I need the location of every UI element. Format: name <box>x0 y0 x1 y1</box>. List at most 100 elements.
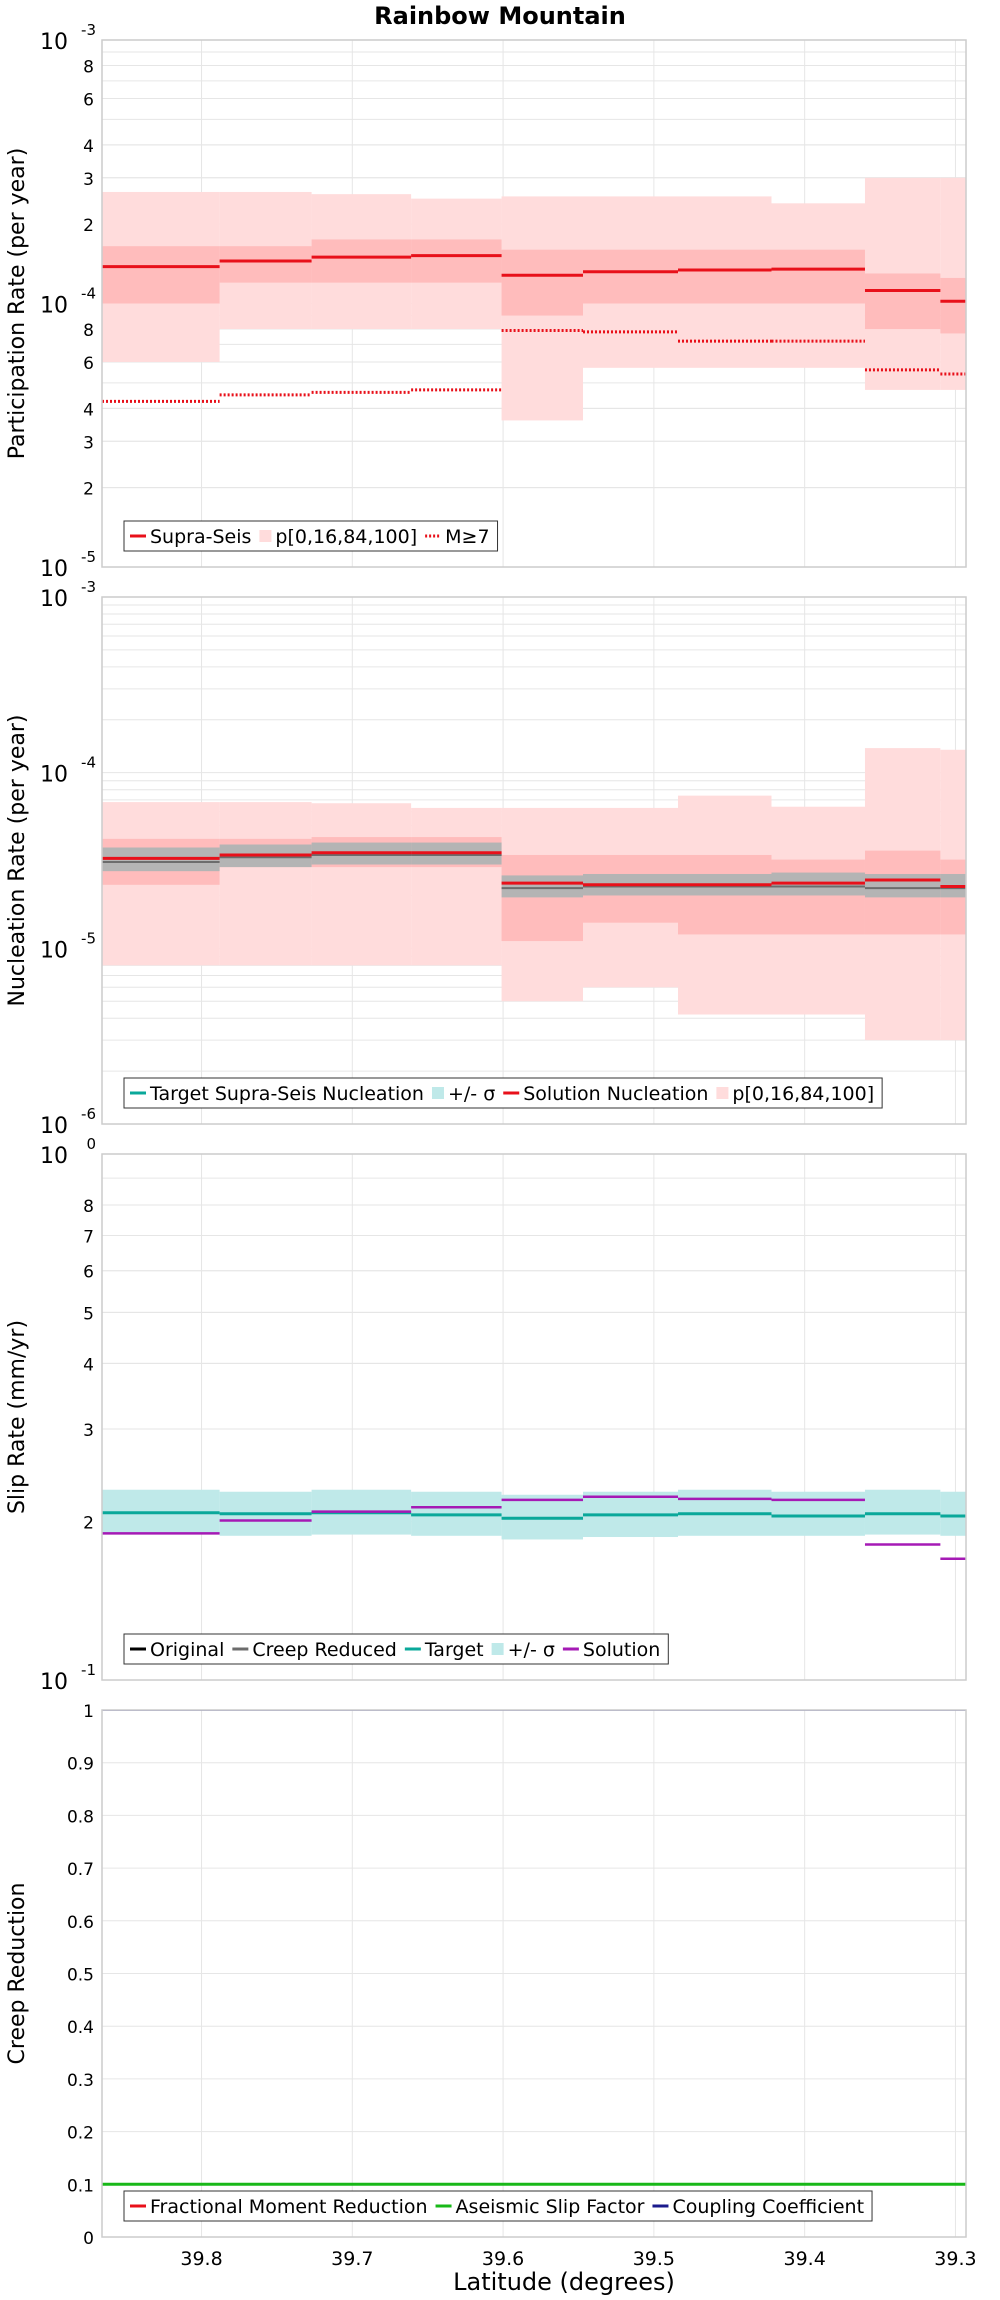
grid-slip <box>102 1153 966 1681</box>
y-tick-label: 10 <box>40 294 68 319</box>
y-tick-label: 7 <box>83 1227 94 1247</box>
x-tick-label: 39.7 <box>331 2248 373 2270</box>
legend-label: Supra-Seis <box>150 526 251 548</box>
chart-panel-nucleation: 10 -6 10 -5 10 -4 10 -3 Nucleation Rate (per yea… <box>5 578 967 1139</box>
y-tick-label: 3 <box>83 170 94 190</box>
band-gray_band-bin-8 <box>864 873 941 898</box>
y-tick-label: 0.1 <box>67 2176 94 2196</box>
y-tick-exponent: -3 <box>81 578 96 596</box>
x-tick-label: 39.8 <box>180 2248 222 2270</box>
legend-label: Fractional Moment Reduction <box>150 2196 428 2218</box>
y-tick-label: 4 <box>83 400 94 420</box>
y-tick-label: 4 <box>83 1355 94 1375</box>
legend-box <box>123 1077 883 1109</box>
band-band_light-bin-3 <box>411 807 502 966</box>
y-tick-label: 10 <box>40 1114 68 1139</box>
band-band_dark-bin-0 <box>102 246 220 304</box>
band-band_light-bin-1 <box>219 802 312 966</box>
y-tick-exponent: -6 <box>81 1105 96 1123</box>
y-tick-label: 0 <box>83 2229 94 2249</box>
x-tick-label: 39.5 <box>633 2248 675 2270</box>
y-tick-label: 8 <box>83 58 94 78</box>
plot-frame-slip <box>101 1153 967 1681</box>
y-tick-label: 5 <box>83 1304 94 1324</box>
y-tick-label: 10 <box>40 1144 68 1169</box>
figure-title: Rainbow Mountain <box>374 2 626 30</box>
legend-label: p[0,16,84,100] <box>732 1083 874 1105</box>
y-tick-label: 4 <box>83 137 94 157</box>
legend-swatch <box>716 1087 729 1099</box>
band-gray_band-bin-4 <box>501 875 584 898</box>
x-axis-title: Latitude (degrees) <box>453 2268 675 2296</box>
y-tick-label: 3 <box>83 1421 94 1441</box>
y-tick-label: 0.7 <box>67 1860 94 1880</box>
y-tick-label: 10 <box>40 587 68 612</box>
band-teal_band-bin-9 <box>940 1491 966 1536</box>
y-tick-label: 10 <box>40 763 68 788</box>
y-tick-label: 10 <box>40 938 68 963</box>
legend-swatch <box>491 1643 504 1655</box>
y-tick-label: 10 <box>40 1670 68 1695</box>
band-band_dark-bin-1 <box>219 246 312 283</box>
band-band_dark-bin-2 <box>311 239 412 283</box>
y-tick-exponent: -5 <box>81 929 96 947</box>
y-tick-label: 0.5 <box>67 1966 94 1986</box>
y-axis-title-participation: Participation Rate (per year) <box>5 148 30 460</box>
chart-panel-creep: 0 0.1 0.2 0.3 0.4 0.5 0.6 0.7 0.8 0.9 1 39.8 39.7 39.… <box>5 1702 977 2270</box>
y-tick-label: 0.9 <box>67 1755 94 1775</box>
y-axis-title-creep: Creep Reduction <box>5 1883 30 2065</box>
band-band_dark-bin-7 <box>771 249 865 304</box>
legend-box <box>123 520 499 552</box>
y-tick-exponent: -4 <box>81 754 96 772</box>
y-tick-label: 2 <box>83 480 94 500</box>
chart-panel-participation: 10 -5 2 3 4 6 8 10 -4 2 3 4 6 8 10 -3 Participation Rate… <box>5 21 967 582</box>
y-tick-label: 2 <box>83 1514 94 1534</box>
plot-area-creep <box>102 1710 966 2186</box>
legend-label: Original <box>150 1639 224 1661</box>
x-tick-label: 39.6 <box>482 2248 524 2270</box>
plot-frame-participation <box>101 39 967 568</box>
plot-frame-creep <box>101 1709 967 2238</box>
legend-label: +/- σ <box>448 1083 495 1105</box>
band-band_dark-bin-5 <box>583 249 678 304</box>
legend-slip: Original Creep Reduced Target +/- σ Solution <box>123 1633 669 1665</box>
y-tick-label: 6 <box>83 90 94 110</box>
legend-label: p[0,16,84,100] <box>275 526 417 548</box>
y-tick-exponent: -5 <box>81 548 96 566</box>
plot-area-participation <box>102 177 966 421</box>
band-band_dark-bin-9 <box>940 277 966 334</box>
band-band_dark-bin-4 <box>501 249 584 316</box>
y-tick-label: 1 <box>83 1702 94 1722</box>
y-tick-label: 8 <box>83 1197 94 1217</box>
plot-area-slip <box>102 1489 966 1561</box>
grid-creep <box>102 1709 966 2238</box>
band-band_dark-bin-6 <box>678 249 772 304</box>
y-tick-label: 6 <box>83 354 94 374</box>
legend-creep: Fractional Moment Reduction Aseismic Slip… <box>123 2190 873 2222</box>
y-tick-label: 8 <box>83 321 94 341</box>
y-tick-label: 0.2 <box>67 2124 94 2144</box>
y-tick-exponent: -3 <box>81 21 96 39</box>
chart-panel-slip: 10 -1 2 3 4 5 6 7 8 10 0 Slip Rate (mm/yr) Original C… <box>5 1135 967 1695</box>
legend-label: Solution <box>583 1639 660 1661</box>
legend-label: Creep Reduced <box>252 1639 396 1661</box>
band-teal_band-bin-7 <box>771 1491 865 1536</box>
x-tick-label: 39.3 <box>934 2248 976 2270</box>
legend-label: Coupling Coefficient <box>672 2196 864 2218</box>
band-band_light-bin-2 <box>311 803 412 966</box>
band-band_dark-bin-8 <box>864 273 941 330</box>
y-tick-label: 0.4 <box>67 2018 94 2038</box>
legend-swatch <box>259 530 272 542</box>
plot-frame-nucleation <box>101 596 967 1125</box>
legend-label: M≥7 <box>445 526 489 548</box>
y-tick-label: 3 <box>83 433 94 453</box>
y-tick-exponent: -4 <box>81 285 96 303</box>
legend-label: Target Supra-Seis Nucleation <box>149 1083 424 1105</box>
y-tick-label: 0.8 <box>67 1807 94 1827</box>
legend-label: Solution Nucleation <box>523 1083 708 1105</box>
legend-box <box>123 2190 873 2222</box>
band-teal_band-bin-8 <box>864 1489 941 1535</box>
y-tick-label: 10 <box>40 557 68 582</box>
x-tick-label: 39.4 <box>784 2248 826 2270</box>
